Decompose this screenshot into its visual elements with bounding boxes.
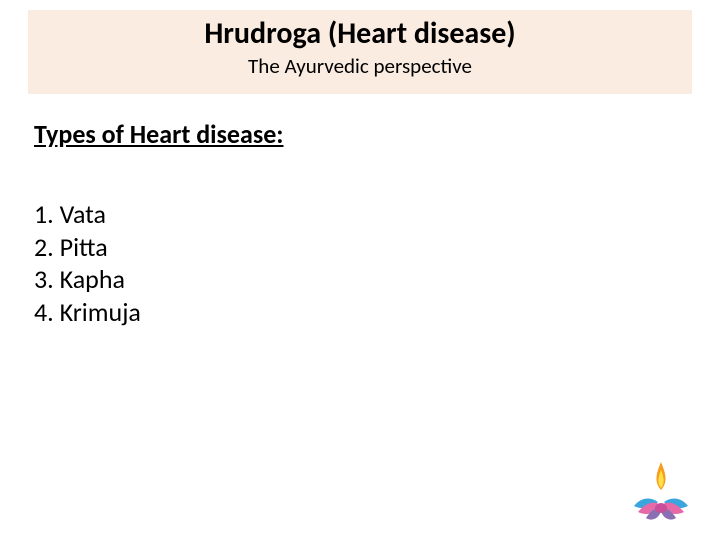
list-item-number: 3. [34, 263, 54, 295]
list-item: 4. Krimuja [34, 296, 141, 329]
list-item: 1. Vata [34, 198, 141, 231]
slide-title: Hrudroga (Heart disease) [28, 16, 692, 52]
list-item-label: Kapha [60, 263, 125, 295]
list-item-number: 4. [34, 296, 54, 328]
list-item: 2. Pitta [34, 231, 141, 264]
section-heading: Types of Heart disease: [34, 118, 283, 150]
list-item: 3. Kapha [34, 263, 141, 296]
list-item-number: 2. [34, 231, 54, 263]
lotus-flame-logo-icon [626, 456, 696, 526]
title-band: Hrudroga (Heart disease) The Ayurvedic p… [28, 10, 692, 94]
list-item-label: Vata [60, 198, 106, 230]
types-list: 1. Vata 2. Pitta 3. Kapha 4. Krimuja [34, 198, 141, 328]
slide-subtitle: The Ayurvedic perspective [28, 54, 692, 79]
list-item-label: Pitta [60, 231, 108, 263]
list-item-label: Krimuja [60, 296, 141, 328]
list-item-number: 1. [34, 198, 54, 230]
